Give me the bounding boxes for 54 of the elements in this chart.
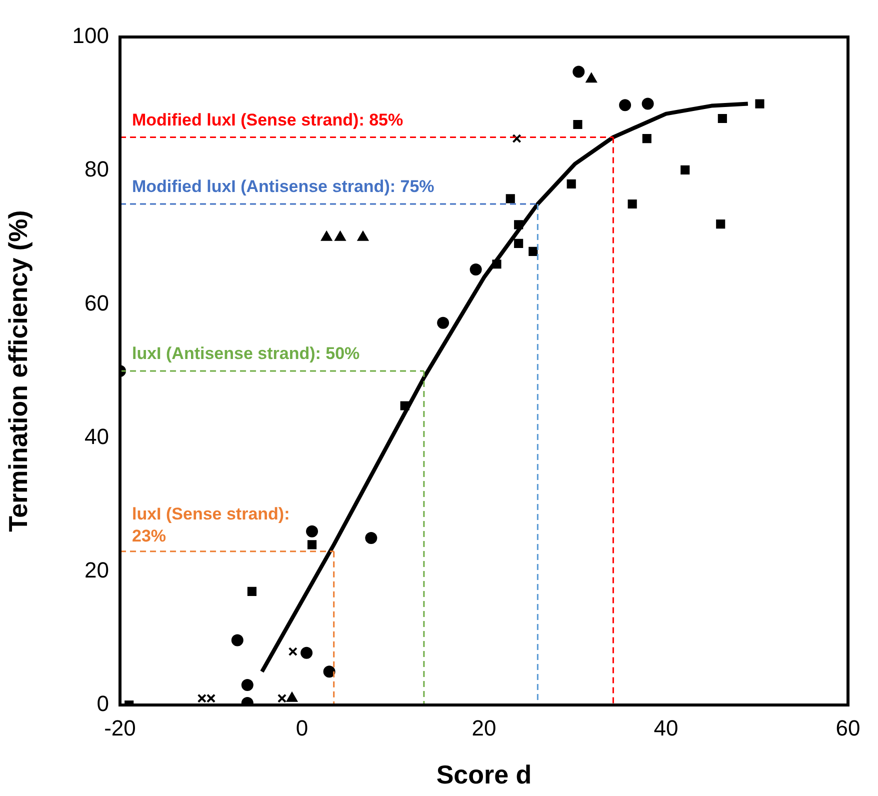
point — [642, 98, 654, 110]
point — [307, 540, 317, 550]
point — [247, 586, 256, 596]
point — [718, 114, 727, 124]
point — [716, 220, 726, 229]
point — [241, 678, 254, 691]
point — [514, 238, 524, 248]
ref-line-label: luxI (Sense strand): 23% — [132, 504, 290, 546]
ref-line-label: Modified luxI (Sense strand): 85% — [132, 110, 404, 130]
y-tick-label: 80 — [84, 156, 109, 182]
point — [286, 692, 298, 702]
point — [642, 134, 652, 144]
point — [572, 66, 585, 78]
point — [323, 666, 336, 678]
x-tick-label: 20 — [472, 715, 496, 740]
ref-line-label: luxI (Antisense strand): 50% — [132, 344, 360, 364]
y-tick-label: 0 — [96, 691, 109, 716]
x-tick-label: -20 — [104, 715, 136, 740]
point — [506, 194, 515, 204]
ref-line-label: Modified luxI (Antisense strand): 75% — [132, 177, 434, 196]
x-axis-title: Score d — [436, 760, 532, 790]
point — [334, 231, 346, 241]
point — [470, 263, 482, 276]
point — [277, 694, 287, 703]
point — [566, 179, 576, 188]
point — [365, 532, 378, 544]
y-tick-label: 20 — [84, 557, 109, 582]
point — [628, 199, 637, 209]
x-tick-label: 60 — [836, 715, 860, 740]
point — [306, 525, 318, 538]
point — [358, 231, 368, 241]
point — [492, 260, 502, 269]
point — [206, 694, 216, 703]
x-tick-label: 40 — [654, 715, 678, 740]
point — [619, 99, 632, 112]
point — [321, 231, 332, 241]
y-tick-label: 40 — [84, 424, 109, 449]
y-axis-title: Termination efficiency (%) — [2, 210, 33, 532]
point — [288, 647, 298, 656]
point — [514, 220, 524, 230]
x-tick-label: 0 — [296, 715, 308, 740]
point — [755, 99, 764, 108]
point — [512, 134, 522, 144]
point — [586, 73, 597, 83]
point — [300, 646, 313, 659]
point — [573, 120, 582, 130]
point — [197, 694, 206, 703]
point — [437, 316, 450, 329]
point — [528, 246, 538, 256]
point — [400, 401, 410, 410]
y-tick-label: 100 — [72, 23, 109, 48]
point — [680, 165, 690, 174]
point — [231, 634, 244, 646]
y-tick-label: 60 — [84, 290, 109, 316]
